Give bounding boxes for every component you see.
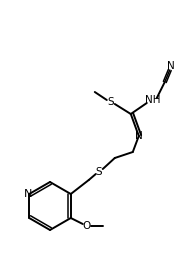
Text: NH: NH — [145, 95, 161, 105]
Text: N: N — [135, 131, 143, 141]
Text: S: S — [107, 97, 114, 107]
Text: S: S — [95, 167, 102, 177]
Text: O: O — [83, 221, 91, 231]
Text: N: N — [167, 61, 175, 71]
Text: N: N — [24, 189, 32, 199]
